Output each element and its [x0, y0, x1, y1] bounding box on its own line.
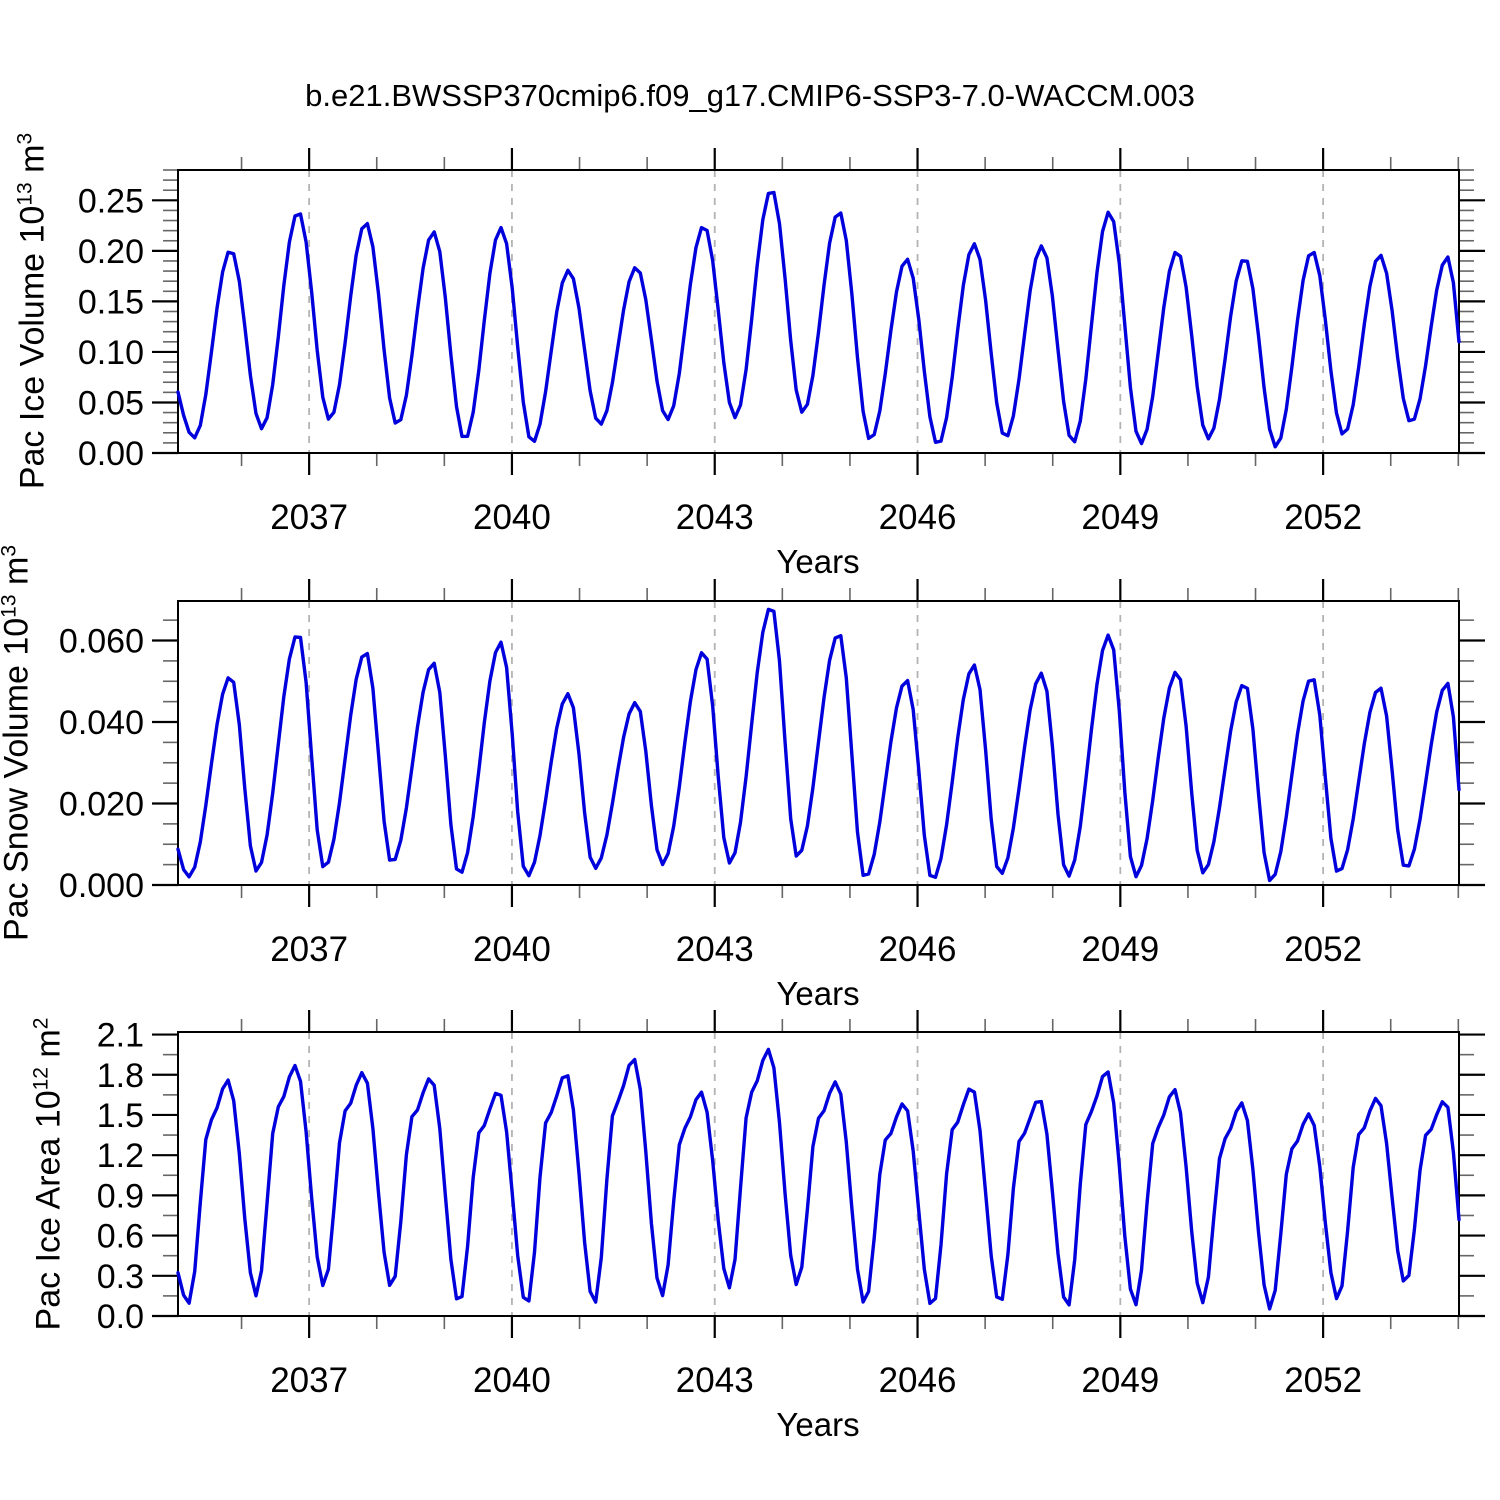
y-axis-label-unit-exponent: 2: [29, 1017, 53, 1030]
panel-pac-snow-volume: 2037 2040 2043 2046 2049 2052 0.000 0.020 0.040 0…: [59, 579, 1485, 969]
panel-pac-ice-area: 2037 2040 2043 2046 2049 20520.00.30.60.91.21…: [97, 1010, 1485, 1400]
series-line-pac-ice-volume: [176, 190, 1461, 449]
x-tick-label: 2046: [879, 930, 957, 969]
x-tick-label: 2043: [676, 1361, 754, 1400]
plot-border: [177, 169, 1460, 454]
y-tick-label: 0.0: [97, 1298, 144, 1336]
y-tick-label: 0.060: [59, 623, 144, 661]
panel-pac-ice-volume: 2037 2040 2043 2046 2049 2052 0.00 0.05 0.10 0.15…: [78, 148, 1485, 537]
y-tick-label: 0.020: [59, 786, 144, 824]
y-axis-label-unit: m: [13, 144, 52, 183]
x-tick-label: 2040: [473, 1361, 551, 1400]
y-axis-label-text: Pac Ice Area 10: [29, 1090, 68, 1331]
plot-border: [177, 1031, 1460, 1317]
y-axis-label-unit-exponent: 3: [0, 545, 20, 557]
x-tick-label: 2046: [879, 1361, 957, 1400]
y-tick-label: 0.6: [97, 1218, 144, 1256]
x-tick-label: 2037: [270, 498, 348, 537]
y-tick-label: 0.15: [78, 283, 144, 321]
y-axis-label-exponent: 12: [29, 1067, 53, 1091]
y-tick-label: 0.9: [97, 1177, 144, 1215]
x-tick-label: 2040: [473, 930, 551, 969]
y-axis-label-ice-area: Pac Ice Area 1012 m2: [29, 1017, 68, 1331]
y-tick-label: 0.3: [97, 1258, 144, 1296]
x-tick-label: 2043: [676, 930, 754, 969]
y-axis-label-snow-volume: Pac Snow Volume 1013 m3: [0, 545, 36, 942]
y-tick-label: 0.25: [78, 182, 144, 220]
x-tick-label: 2052: [1284, 930, 1362, 969]
x-tick-label: 2037: [270, 1361, 348, 1400]
series-line-pac-snow-volume: [176, 607, 1461, 883]
y-tick-label: 1.2: [97, 1137, 144, 1175]
x-tick-label: 2046: [879, 498, 957, 537]
series-line-pac-ice-area: [176, 1047, 1461, 1311]
y-tick-label: 0.10: [78, 334, 144, 372]
y-axis-label-unit: m: [29, 1029, 68, 1068]
plot-title: b.e21.BWSSP370cmip6.f09_g17.CMIP6-SSP3-7…: [305, 78, 1195, 113]
x-axis-label-years-1: Years: [776, 543, 860, 580]
x-axis-label-years-2: Years: [776, 975, 860, 1012]
x-tick-label: 2049: [1081, 498, 1159, 537]
x-tick-label: 2049: [1081, 930, 1159, 969]
x-tick-label: 2052: [1284, 498, 1362, 537]
x-tick-label: 2043: [676, 498, 754, 537]
x-tick-label: 2052: [1284, 1361, 1362, 1400]
y-axis-label-exponent: 13: [13, 182, 37, 206]
y-tick-label: 1.5: [97, 1097, 144, 1135]
x-tick-label: 2040: [473, 498, 551, 537]
y-axis-label-unit: m: [0, 556, 36, 595]
y-tick-label: 0.000: [59, 867, 144, 905]
y-tick-label: 0.00: [78, 435, 144, 473]
y-axis-label-text: Pac Snow Volume 10: [0, 617, 36, 942]
y-tick-label: 2.1: [97, 1017, 144, 1055]
y-tick-label: 0.05: [78, 384, 144, 422]
y-tick-label: 0.040: [59, 704, 144, 742]
x-tick-label: 2037: [270, 930, 348, 969]
y-axis-label-exponent: 13: [0, 594, 21, 618]
y-axis-label-unit-exponent: 3: [13, 132, 37, 145]
y-axis-label-text: Pac Ice Volume 10: [13, 205, 52, 490]
y-axis-label-ice-volume: Pac Ice Volume 1013 m3: [13, 132, 52, 490]
y-tick-label: 1.8: [97, 1057, 144, 1095]
y-tick-label: 0.20: [78, 233, 144, 271]
plot-border: [177, 600, 1460, 886]
x-tick-label: 2049: [1081, 1361, 1159, 1400]
x-axis-label-years-3: Years: [776, 1406, 860, 1443]
